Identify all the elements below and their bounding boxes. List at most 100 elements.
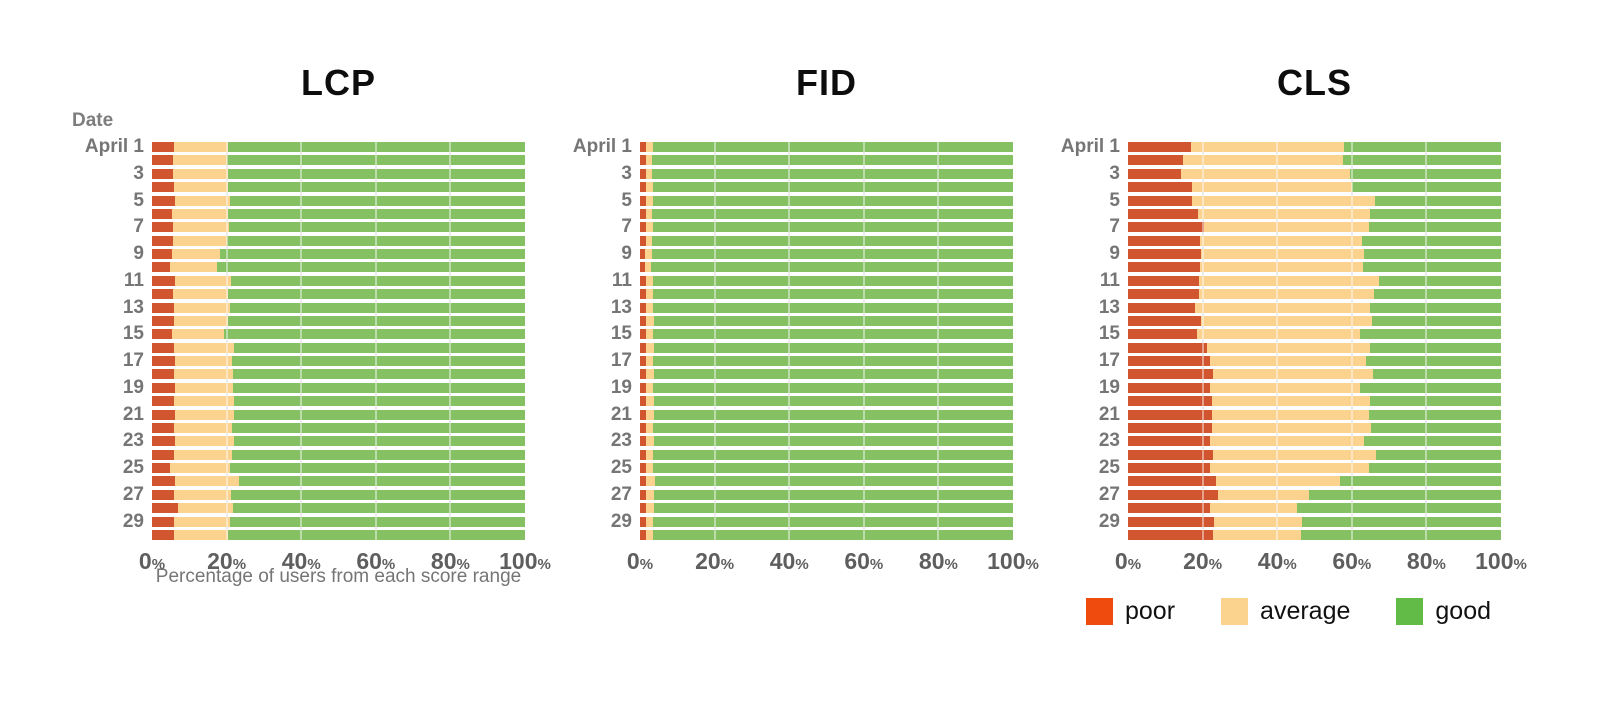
- bar-segment-poor: [152, 302, 174, 313]
- bar-segment-good: [234, 409, 525, 420]
- bar-segment-average: [1204, 222, 1369, 233]
- bar-segment-poor: [152, 356, 176, 366]
- bar-segment-average: [175, 195, 230, 206]
- bar-segment-good: [1301, 529, 1501, 540]
- date-label: 17: [122, 350, 144, 371]
- date-labels: April 1 3 5 7 9 11 13 15 17 19 21 23 25 27 29: [52, 136, 144, 540]
- bar-segment-poor: [640, 476, 647, 487]
- bar-segment-poor: [1128, 369, 1213, 380]
- bar-segment-average: [170, 262, 217, 273]
- bar-segment-good: [1368, 463, 1501, 473]
- bar-segment-poor: [152, 208, 173, 219]
- bar-row: [1128, 356, 1501, 366]
- bar-segment-average: [174, 489, 232, 500]
- bar-segment-average: [646, 503, 655, 514]
- bar-row: [152, 463, 525, 473]
- bar-row: [152, 275, 525, 286]
- date-label: 17: [610, 350, 632, 371]
- bar-segment-good: [231, 489, 525, 500]
- bar-segment-average: [172, 289, 229, 300]
- bar-segment-poor: [640, 235, 646, 246]
- x-tick: 40%: [1258, 548, 1297, 575]
- bar-segment-average: [645, 302, 654, 313]
- bar-segment-poor: [640, 489, 646, 500]
- bar-segment-average: [172, 168, 228, 179]
- date-label: 3: [621, 162, 632, 184]
- bar-segment-average: [645, 449, 654, 460]
- x-tick-value: 40: [769, 548, 796, 574]
- bar-segment-good: [1364, 436, 1501, 447]
- date-label: 21: [122, 403, 144, 425]
- x-axis-ticks: 0% 20% 40% 60% 80% 100%: [139, 548, 551, 578]
- bar-segment-average: [175, 356, 232, 366]
- bar-segment-good: [234, 436, 525, 447]
- x-tick-value: 80: [1406, 548, 1433, 574]
- bar-segment-poor: [640, 503, 647, 514]
- bar-segment-average: [1213, 516, 1302, 527]
- bar-row: [640, 262, 1013, 273]
- bar-segment-poor: [152, 369, 174, 380]
- bar-segment-average: [175, 382, 233, 393]
- date-axis-title: Date: [72, 110, 114, 131]
- bar-segment-poor: [152, 235, 173, 246]
- date-label: 27: [610, 483, 632, 505]
- legend-item-average: average: [1221, 597, 1350, 626]
- date-label: 17: [1098, 350, 1120, 371]
- bar-row: [640, 503, 1013, 514]
- bar-segment-poor: [1128, 409, 1212, 420]
- chart-title-cls: CLS: [1277, 62, 1352, 103]
- bar-segment-good: [653, 409, 1013, 420]
- bar-segment-poor: [1128, 142, 1192, 152]
- chart-title-lcp: LCP: [301, 62, 376, 103]
- bar-segment-average: [1213, 449, 1377, 460]
- x-tick-suffix: %: [232, 556, 247, 573]
- bar-segment-poor: [152, 476, 176, 487]
- date-label: 7: [1109, 216, 1120, 238]
- x-tick: 60%: [356, 548, 395, 575]
- bar-segment-good: [653, 315, 1013, 326]
- bar-segment-good: [1373, 369, 1501, 380]
- bar-row: [640, 409, 1013, 420]
- legend-swatch-poor: [1086, 598, 1113, 625]
- x-tick-suffix: %: [1208, 556, 1223, 573]
- date-label: 25: [610, 457, 632, 478]
- bar-row: [1128, 409, 1501, 420]
- x-tick: 0%: [139, 548, 165, 575]
- date-label: 9: [133, 243, 144, 264]
- bar-segment-good: [1362, 262, 1501, 273]
- x-tick: 0%: [1115, 548, 1141, 575]
- bar-segment-poor: [1128, 329, 1198, 340]
- bar-segment-good: [226, 235, 525, 246]
- bar-segment-poor: [152, 422, 175, 433]
- bar-row: [152, 142, 525, 152]
- bar-segment-good: [653, 182, 1013, 193]
- x-tick-suffix: %: [639, 556, 654, 573]
- bar-segment-poor: [1128, 449, 1214, 460]
- bar-segment-poor: [152, 329, 172, 340]
- date-label: 19: [1098, 376, 1120, 398]
- date-label: 23: [610, 430, 632, 452]
- bar-segment-poor: [640, 208, 646, 219]
- date-label: [52, 530, 144, 540]
- date-label: [1028, 209, 1120, 219]
- bar-segment-good: [653, 529, 1013, 540]
- bar-row: [1128, 222, 1501, 233]
- bar-row: [640, 208, 1013, 219]
- date-label: [540, 182, 632, 192]
- bar-segment-good: [229, 302, 525, 313]
- bar-segment-poor: [152, 249, 172, 259]
- x-tick-value: 0: [1114, 548, 1128, 574]
- bar-segment-poor: [640, 436, 646, 447]
- bar-segment-average: [1180, 168, 1351, 179]
- bar-segment-good: [652, 208, 1013, 219]
- bar-segment-average: [645, 329, 654, 340]
- bar-segment-good: [653, 516, 1013, 527]
- bar-segment-average: [645, 529, 654, 540]
- date-label: 7: [621, 216, 632, 238]
- date-label: April 1: [1060, 136, 1120, 157]
- bar-segment-average: [645, 516, 654, 527]
- bar-segment-average: [1210, 436, 1365, 447]
- date-label: 19: [610, 376, 632, 398]
- bar-segment-poor: [640, 155, 646, 166]
- bar-segment-poor: [152, 449, 174, 460]
